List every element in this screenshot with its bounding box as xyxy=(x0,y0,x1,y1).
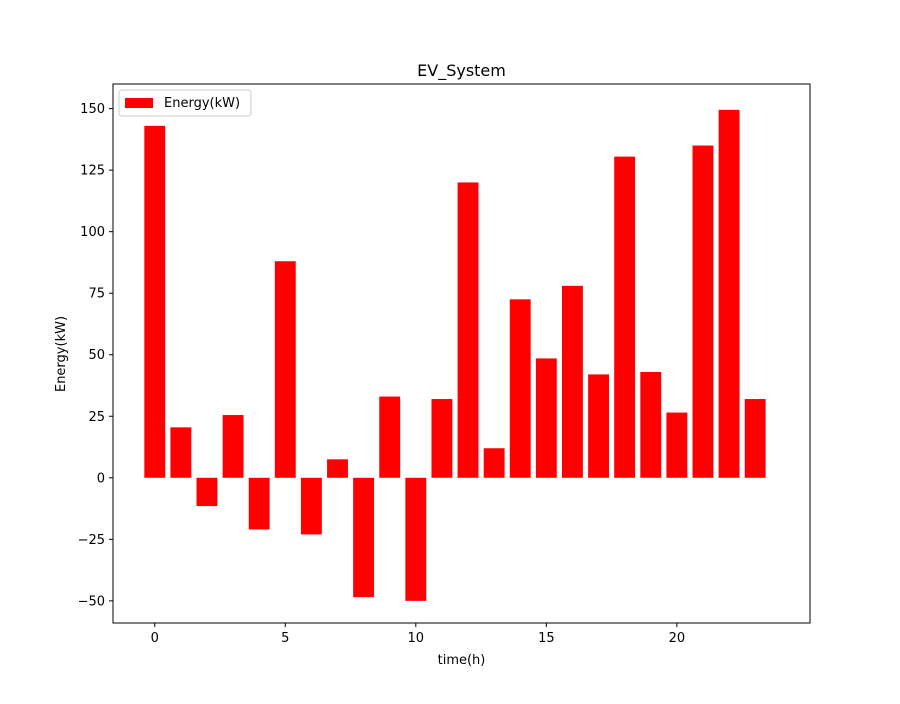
bar-22 xyxy=(718,109,740,478)
y-tick-label: 75 xyxy=(88,287,105,302)
bar-3 xyxy=(222,415,244,478)
bar-0 xyxy=(144,125,166,478)
bar-18 xyxy=(614,156,636,478)
x-tick-label: 5 xyxy=(281,631,289,646)
y-axis-ticks: −50 −25 0 25 50 75 100 125 150 xyxy=(78,102,113,609)
bar-17 xyxy=(588,374,609,478)
bar-19 xyxy=(640,371,662,478)
x-axis-ticks: 0 5 10 15 20 xyxy=(151,623,686,646)
bar-4 xyxy=(248,477,270,530)
bar-20 xyxy=(666,412,688,478)
x-tick-label: 20 xyxy=(669,631,686,646)
bar-15 xyxy=(535,358,557,478)
bar-14 xyxy=(509,299,531,478)
y-tick-label: −25 xyxy=(78,533,105,548)
bars-layer xyxy=(144,109,766,601)
bar-8 xyxy=(353,477,375,598)
x-axis-title: time(h) xyxy=(438,653,486,668)
bar-13 xyxy=(483,448,505,478)
x-tick-label: 15 xyxy=(538,631,555,646)
legend-swatch xyxy=(125,98,153,108)
bar-11 xyxy=(431,399,453,478)
bar-9 xyxy=(379,396,401,478)
x-tick-label: 0 xyxy=(151,631,159,646)
x-tick-label: 10 xyxy=(408,631,425,646)
bar-5 xyxy=(274,261,296,478)
bar-2 xyxy=(196,477,218,507)
y-tick-label: 100 xyxy=(80,225,105,240)
bar-12 xyxy=(457,182,479,478)
bar-16 xyxy=(562,285,583,478)
y-tick-label: 25 xyxy=(88,410,105,425)
bar-1 xyxy=(170,427,192,478)
legend-box xyxy=(118,89,252,117)
plot-frame xyxy=(112,83,811,624)
legend-label: Energy(kW) xyxy=(164,96,240,111)
legend: Energy(kW) xyxy=(118,89,252,117)
bar-21 xyxy=(692,145,714,478)
bar-10 xyxy=(405,477,427,601)
bar-6 xyxy=(300,477,322,535)
y-tick-label: −50 xyxy=(78,594,105,609)
y-tick-label: 150 xyxy=(80,102,105,117)
y-axis-title: Energy(kW) xyxy=(54,316,69,392)
y-tick-label: 125 xyxy=(80,164,105,179)
chart-title: EV_System xyxy=(417,61,506,81)
bar-23 xyxy=(744,399,766,478)
y-tick-label: 50 xyxy=(88,348,105,363)
y-tick-label: 0 xyxy=(97,471,105,486)
bar-7 xyxy=(327,459,348,478)
